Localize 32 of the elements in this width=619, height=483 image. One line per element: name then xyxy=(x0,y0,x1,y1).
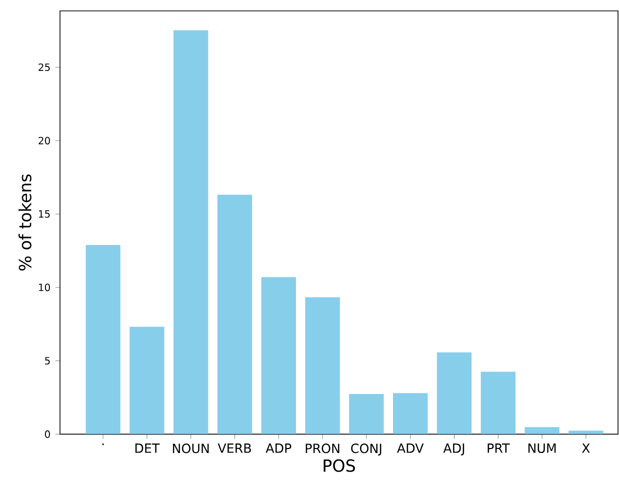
y-tick-label: 25 xyxy=(38,63,50,72)
bar xyxy=(524,427,560,434)
y-tick-label: 20 xyxy=(38,136,50,144)
bar xyxy=(349,394,384,434)
bar xyxy=(480,372,516,434)
x-tick-label: . xyxy=(102,444,104,446)
y-tick-label: 15 xyxy=(39,210,50,218)
bar xyxy=(130,326,164,434)
x-tick-label: VERB xyxy=(218,444,251,453)
y-tick-label: 10 xyxy=(39,284,50,292)
x-tick-label: ADJ xyxy=(443,444,464,456)
x-tick-label: NOUN xyxy=(172,444,209,454)
x-tick-label: X xyxy=(582,444,590,453)
x-tick-label: ADP xyxy=(266,444,292,453)
bar xyxy=(393,393,428,434)
bar xyxy=(305,297,340,434)
bar xyxy=(86,244,120,434)
bar xyxy=(436,352,472,434)
x-tick-label: PRT xyxy=(488,444,510,453)
x-tick-label: NUM xyxy=(528,444,556,453)
x-tick-label: ADV xyxy=(397,444,424,453)
x-axis-title: POS xyxy=(324,459,355,472)
bar xyxy=(173,30,208,434)
x-tick-label: DET xyxy=(135,444,160,453)
x-tick-label: CONJ xyxy=(351,444,382,456)
x-tick-label: PRON xyxy=(306,444,340,454)
bar xyxy=(568,430,604,434)
y-axis-title: % of tokens xyxy=(18,174,32,270)
y-tick-label: 0 xyxy=(44,430,50,438)
y-tick-label: 5 xyxy=(45,357,50,365)
bar xyxy=(261,277,296,434)
bar xyxy=(217,194,252,434)
